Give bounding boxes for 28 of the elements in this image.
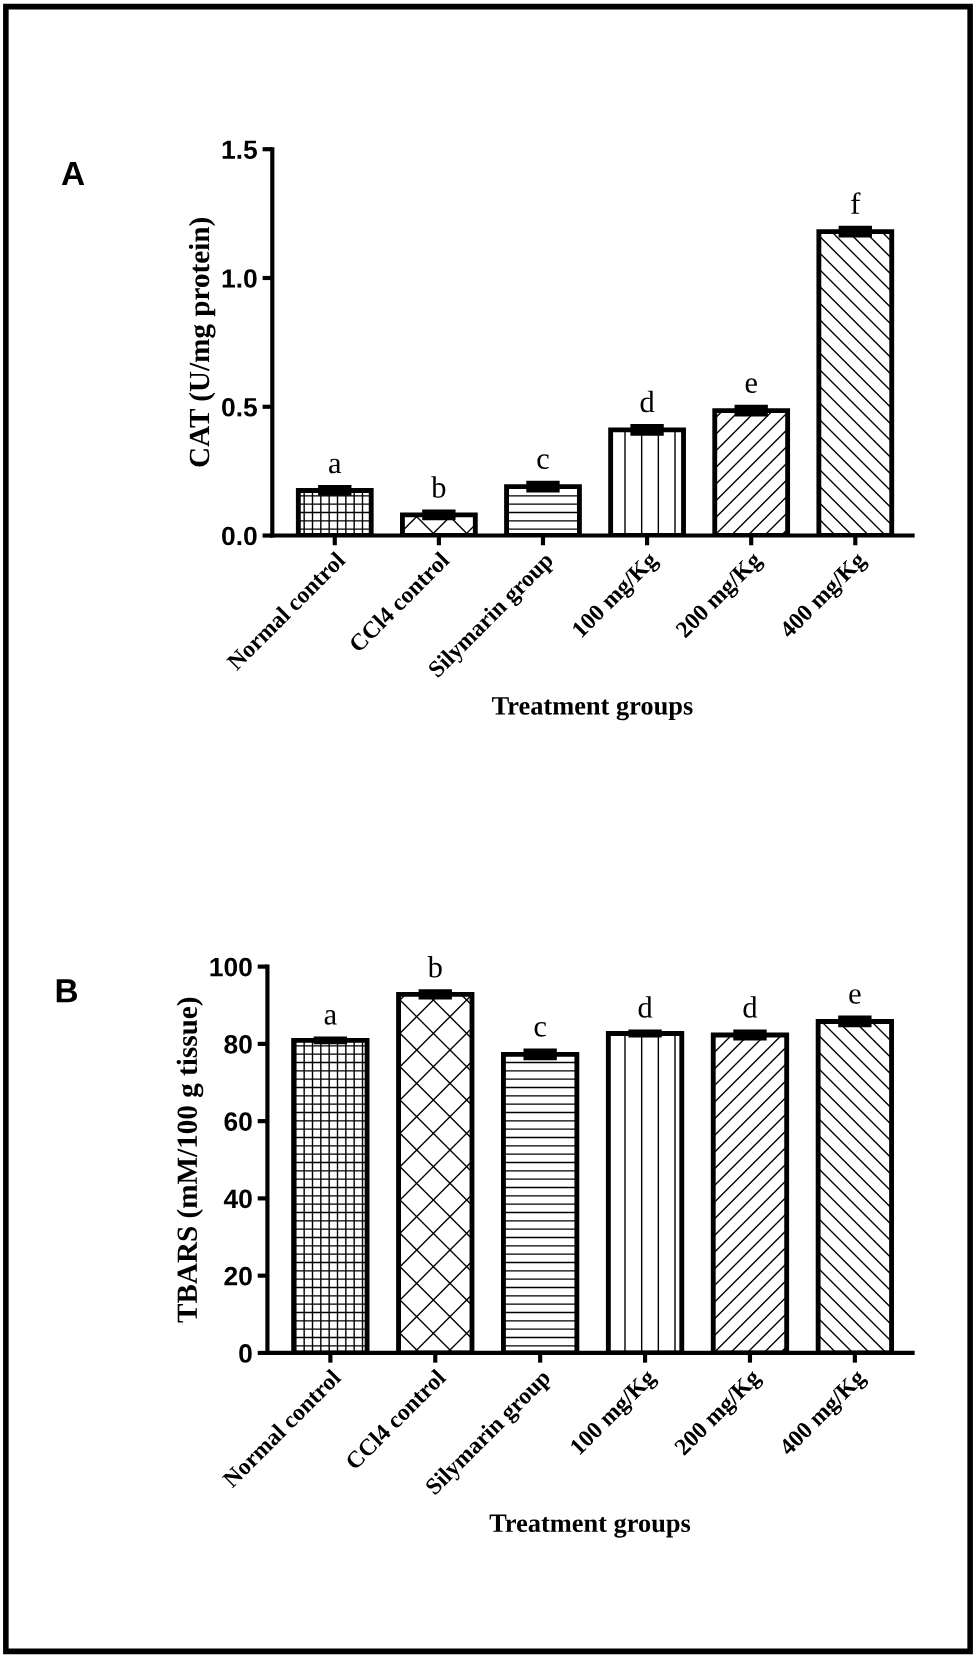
annotation: d xyxy=(638,996,653,1018)
annotation: c xyxy=(537,454,549,469)
y-tick-label: 40 xyxy=(223,1189,252,1209)
annotation: f xyxy=(851,192,861,214)
y-tick-label: 1.5 xyxy=(222,140,257,160)
chart-title: A xyxy=(61,161,85,185)
annotation: e xyxy=(849,989,861,1004)
x-axis-title: Treatment groups xyxy=(489,1514,691,1538)
x-axis-title: Treatment groups xyxy=(492,697,693,721)
chart-title: B xyxy=(56,979,78,1003)
y-tick-label: 1.0 xyxy=(222,269,257,288)
annotation: d xyxy=(743,996,758,1018)
y-tick-label: 0.5 xyxy=(222,397,257,417)
y-tick-label: 20 xyxy=(224,1266,252,1286)
annotation: b xyxy=(431,476,446,498)
annotation: b xyxy=(427,956,442,978)
annotation: a xyxy=(329,458,342,474)
y-tick-label: 80 xyxy=(224,1035,252,1054)
y-axis-title: TBARS (mM/100 g tissue) xyxy=(176,997,204,1323)
annotation: d xyxy=(640,390,655,413)
y-tick-label: 100 xyxy=(210,957,252,977)
y-tick-label: 0 xyxy=(239,1344,252,1363)
annotation: c xyxy=(534,1021,547,1037)
y-tick-label: 0.0 xyxy=(222,526,257,546)
annotation: e xyxy=(745,378,757,393)
y-axis-title: CAT (U/mg protein) xyxy=(188,218,216,467)
annotation: a xyxy=(324,1010,337,1025)
y-tick-label: 60 xyxy=(224,1112,252,1131)
